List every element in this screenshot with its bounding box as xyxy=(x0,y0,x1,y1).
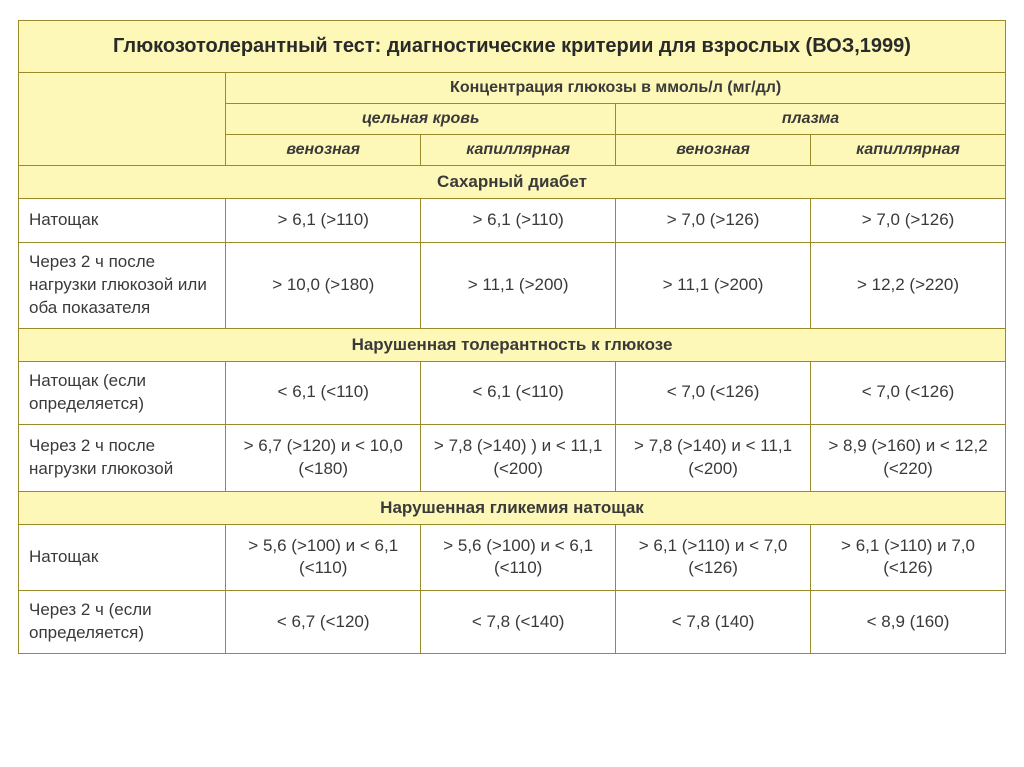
data-cell: > 7,8 (>140) и < 11,1 (<200) xyxy=(616,424,811,491)
data-cell: < 7,8 (140) xyxy=(616,591,811,654)
data-cell: > 8,9 (>160) и < 12,2 (<220) xyxy=(811,424,1006,491)
data-cell: > 5,6 (>100) и < 6,1 (<110) xyxy=(226,524,421,591)
data-cell: > 7,0 (>126) xyxy=(811,199,1006,243)
section-igt: Нарушенная толерантность к глюкозе xyxy=(19,328,1006,361)
data-cell: > 12,2 (>220) xyxy=(811,242,1006,328)
sub-venous-1: венозная xyxy=(226,135,421,166)
data-cell: > 7,8 (>140) ) и < 11,1 (<200) xyxy=(421,424,616,491)
data-cell: > 7,0 (>126) xyxy=(616,199,811,243)
row-label: Натощак xyxy=(19,199,226,243)
table-title: Глюкозотолерантный тест: диагностические… xyxy=(19,21,1006,73)
data-cell: > 6,7 (>120) и < 10,0 (<180) xyxy=(226,424,421,491)
data-cell: < 8,9 (160) xyxy=(811,591,1006,654)
row-label: Натощак (если определяется) xyxy=(19,361,226,424)
row-label: Через 2 ч после нагрузки глюкозой xyxy=(19,424,226,491)
data-cell: > 6,1 (>110) и < 7,0 (<126) xyxy=(616,524,811,591)
data-cell: > 11,1 (>200) xyxy=(616,242,811,328)
glucose-tolerance-table: Глюкозотолерантный тест: диагностические… xyxy=(18,20,1006,654)
data-cell: > 6,1 (>110) и 7,0 (<126) xyxy=(811,524,1006,591)
data-cell: < 7,0 (<126) xyxy=(811,361,1006,424)
row-label: Натощак xyxy=(19,524,226,591)
sub-capillary-1: капиллярная xyxy=(421,135,616,166)
header-concentration: Концентрация глюкозы в ммоль/л (мг/дл) xyxy=(226,73,1006,104)
section-diabetes: Сахарный диабет xyxy=(19,166,1006,199)
data-cell: < 7,8 (<140) xyxy=(421,591,616,654)
data-cell: < 6,7 (<120) xyxy=(226,591,421,654)
data-cell: > 11,1 (>200) xyxy=(421,242,616,328)
data-cell: > 6,1 (>110) xyxy=(421,199,616,243)
row-label: Через 2 ч после нагрузки глюкозой или об… xyxy=(19,242,226,328)
data-cell: > 10,0 (>180) xyxy=(226,242,421,328)
sub-venous-2: венозная xyxy=(616,135,811,166)
group-whole-blood: цельная кровь xyxy=(226,104,616,135)
data-cell: < 7,0 (<126) xyxy=(616,361,811,424)
corner-blank xyxy=(19,73,226,166)
section-ifg: Нарушенная гликемия натощак xyxy=(19,491,1006,524)
data-cell: > 6,1 (>110) xyxy=(226,199,421,243)
row-label: Через 2 ч (если определяется) xyxy=(19,591,226,654)
data-cell: < 6,1 (<110) xyxy=(226,361,421,424)
sub-capillary-2: капиллярная xyxy=(811,135,1006,166)
group-plasma: плазма xyxy=(616,104,1006,135)
data-cell: < 6,1 (<110) xyxy=(421,361,616,424)
data-cell: > 5,6 (>100) и < 6,1 (<110) xyxy=(421,524,616,591)
